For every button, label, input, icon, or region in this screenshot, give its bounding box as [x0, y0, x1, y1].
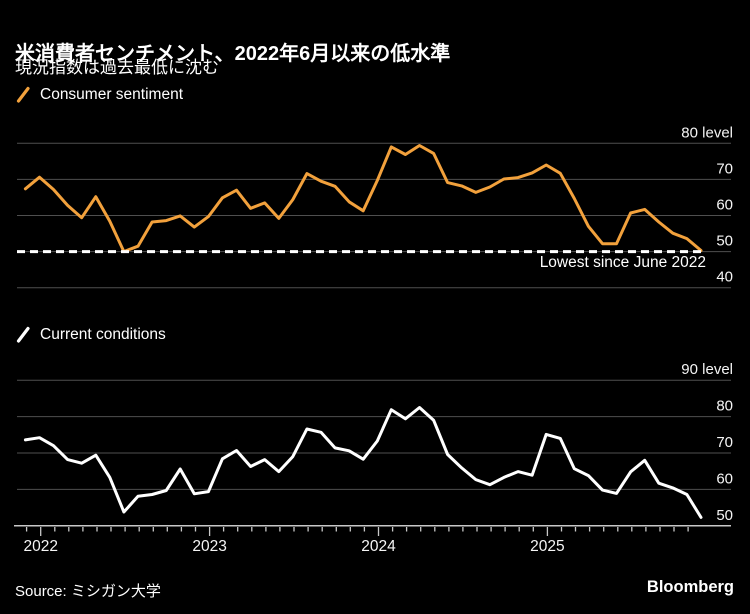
legend-current-conditions: Current conditions	[15, 326, 166, 344]
x-axis-year-label: 2022	[23, 538, 57, 555]
legend-consumer-sentiment: Consumer sentiment	[15, 86, 183, 104]
white-slash-icon	[16, 326, 30, 343]
page-subtitle: 現況指数は過去最低に沈む	[15, 58, 219, 77]
y-axis-label: 50	[716, 507, 733, 524]
y-axis-label: 80 level	[681, 124, 733, 141]
y-axis-label: 90 level	[681, 361, 733, 378]
y-axis-label: 70	[716, 160, 733, 177]
y-axis-label: 80	[716, 398, 733, 415]
legend-label-current-conditions: Current conditions	[40, 326, 166, 343]
y-axis-label: 40	[716, 269, 733, 286]
y-axis-label: 60	[716, 197, 733, 214]
current-conditions-line	[23, 406, 703, 519]
legend-label-consumer-sentiment: Consumer sentiment	[40, 86, 184, 103]
bloomberg-logo: Bloomberg	[646, 578, 734, 596]
x-axis-year-label: 2023	[192, 538, 226, 555]
annotation-lowest-since-june-2022: Lowest since June 2022	[539, 254, 706, 271]
y-axis-label: 60	[716, 470, 733, 487]
y-axis-label: 50	[716, 233, 733, 250]
x-axis-year-label: 2025	[530, 538, 564, 555]
source-note: Source: ミシガン大学	[15, 583, 161, 600]
y-axis-label: 70	[716, 434, 733, 451]
orange-slash-icon	[16, 86, 30, 103]
page-title: 米消費者センチメント、2022年6月以来の低水準	[15, 43, 451, 66]
consumer-sentiment-line	[23, 144, 703, 254]
x-axis-year-label: 2024	[361, 538, 396, 555]
